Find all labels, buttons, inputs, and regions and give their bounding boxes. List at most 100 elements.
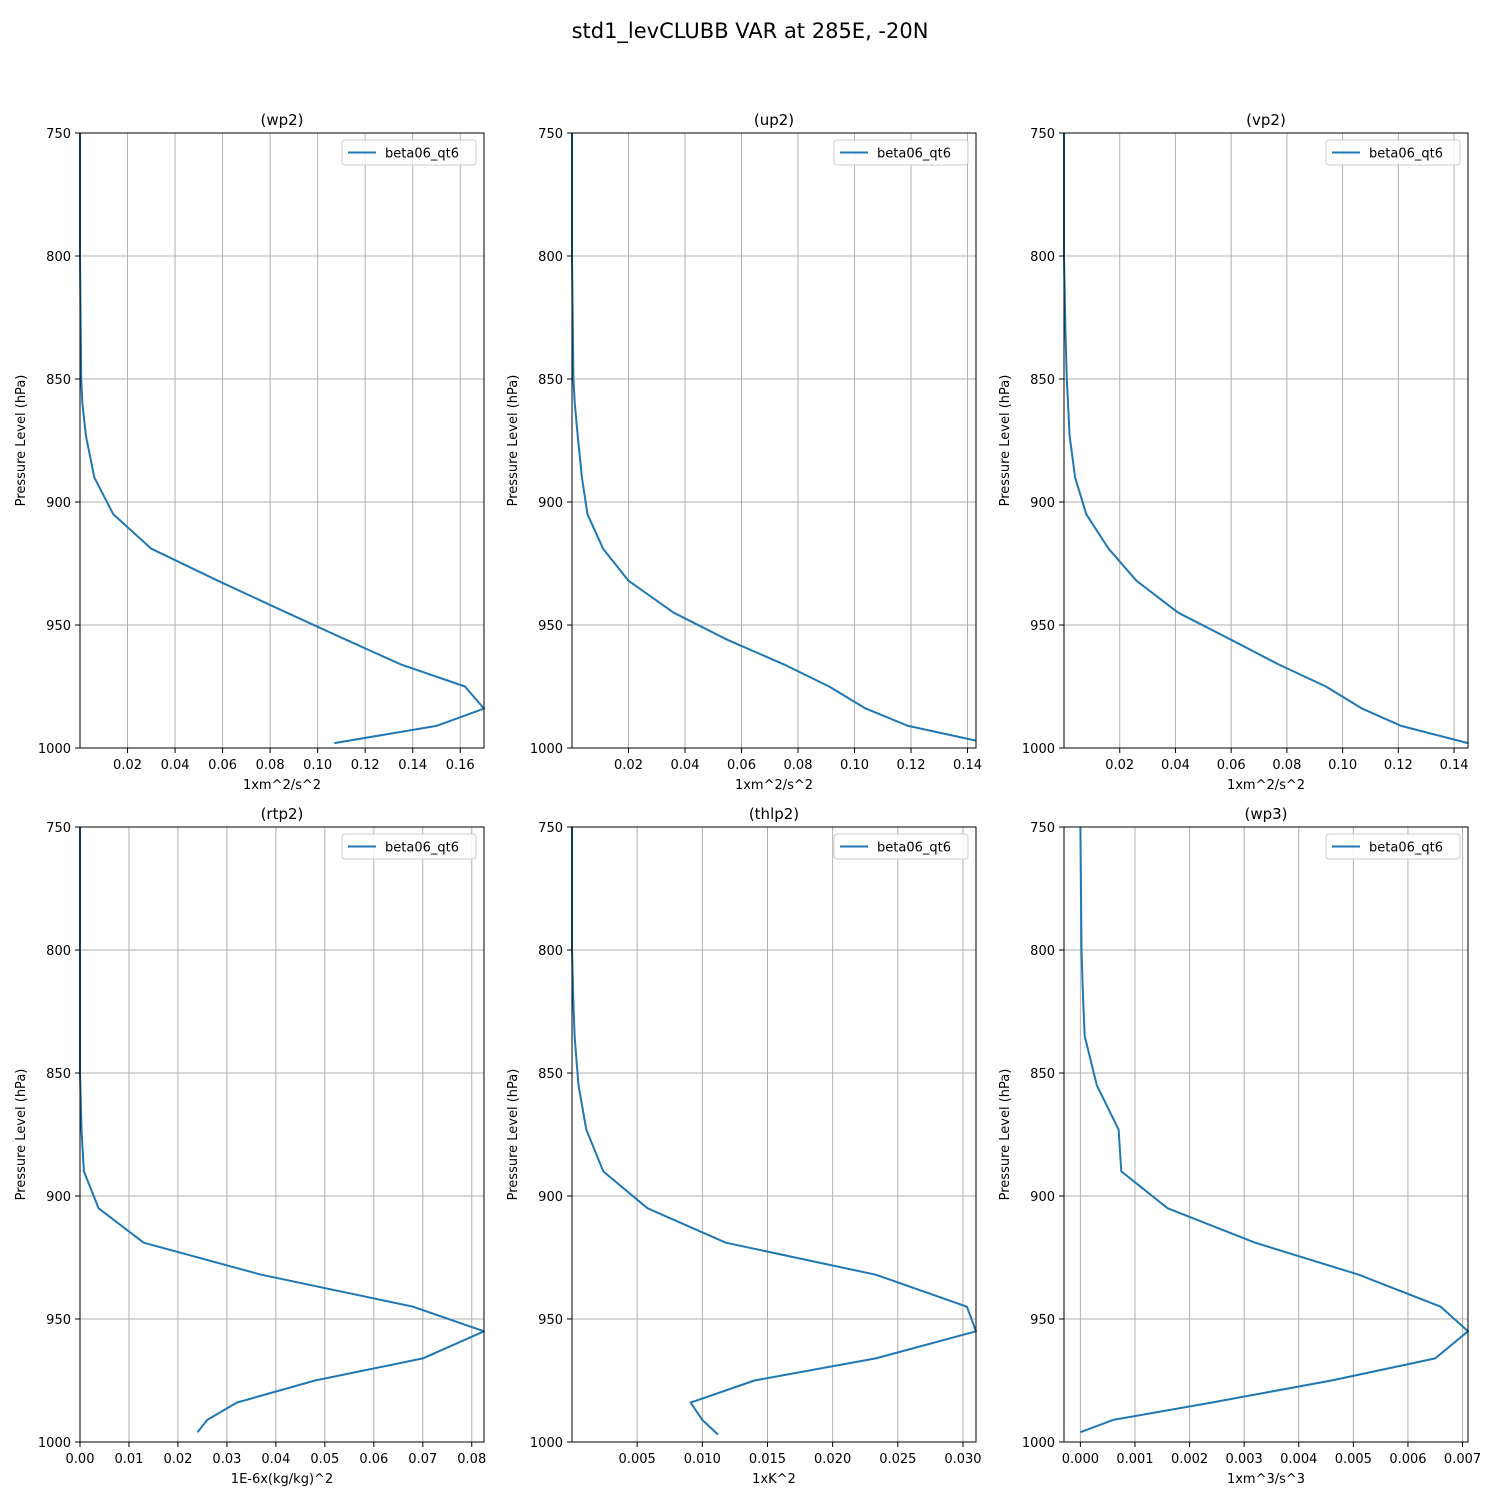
x-tick-label: 0.08	[457, 1452, 486, 1467]
legend: beta06_qt6	[341, 833, 477, 860]
x-tick-label: 0.02	[113, 758, 142, 773]
x-tick-label: 0.04	[1161, 758, 1190, 773]
y-tick-label: 750	[1030, 821, 1055, 836]
subplot-3: 0.00 0.01 0.02 0.03 0.04 0.05 0.06 0.07 0.08 750 8…	[14, 805, 486, 1487]
legend-box	[341, 833, 477, 860]
y-tick-label: 900	[1030, 1190, 1055, 1205]
x-tick-label: 0.08	[1272, 758, 1301, 773]
subplot-title: (up2)	[754, 111, 794, 129]
axes-frame	[79, 826, 485, 1443]
y-tick-label: 750	[538, 821, 563, 836]
legend: beta06_qt6	[833, 833, 969, 860]
y-tick-label: 850	[538, 373, 563, 388]
x-tick-label: 0.004	[1280, 1452, 1317, 1467]
x-tick-label: 0.020	[814, 1452, 851, 1467]
legend: beta06_qt6	[1325, 139, 1461, 166]
x-tick-label: 0.14	[953, 758, 982, 773]
y-tick-label: 750	[538, 127, 563, 142]
x-tick-label: 0.02	[1105, 758, 1134, 773]
x-tick-label: 0.006	[1389, 1452, 1426, 1467]
x-tick-label: 0.030	[944, 1452, 981, 1467]
legend: beta06_qt6	[1325, 833, 1461, 860]
y-tick-label: 900	[1030, 496, 1055, 511]
axes-frame	[79, 132, 485, 749]
subplot-title: (thlp2)	[749, 805, 799, 823]
y-axis-label: Pressure Level (hPa)	[998, 375, 1013, 507]
y-tick-label: 800	[46, 250, 71, 265]
legend-label: beta06_qt6	[877, 841, 951, 856]
legend: beta06_qt6	[833, 139, 969, 166]
series-line-beta06_qt6	[571, 827, 977, 1436]
y-axis-label: Pressure Level (hPa)	[998, 1069, 1013, 1201]
x-tick-label: 0.10	[840, 758, 869, 773]
x-tick-label: 0.06	[359, 1452, 388, 1467]
subplot-0: 0.02 0.04 0.06 0.08 0.10 0.12 0.14 0.16 750 800 85…	[14, 111, 485, 793]
y-tick-label: 800	[538, 250, 563, 265]
legend-box	[833, 139, 969, 166]
y-axis-label: Pressure Level (hPa)	[14, 1069, 29, 1201]
y-tick-label: 1000	[1022, 1436, 1055, 1451]
axes-frame	[1063, 826, 1469, 1443]
y-tick-label: 1000	[530, 742, 563, 757]
x-tick-label: 0.14	[1440, 758, 1469, 773]
y-tick-label: 850	[46, 373, 71, 388]
series-line-beta06_qt6	[79, 133, 485, 745]
y-tick-label: 850	[1030, 373, 1055, 388]
x-tick-label: 0.02	[614, 758, 643, 773]
subplot-4: 0.005 0.010 0.015 0.020 0.025 0.030 750 800 850 9…	[506, 805, 982, 1487]
subplot-2: 0.02 0.04 0.06 0.08 0.10 0.12 0.14 750 800 850 900…	[998, 111, 1469, 793]
legend-label: beta06_qt6	[385, 841, 459, 856]
subplot-5: 0.000 0.001 0.002 0.003 0.004 0.005 0.006 0.007…	[998, 805, 1481, 1487]
legend-label: beta06_qt6	[385, 147, 459, 162]
x-tick-label: 0.000	[1062, 1452, 1099, 1467]
series-line-beta06_qt6	[571, 133, 977, 742]
subplot-title: (wp3)	[1244, 805, 1287, 823]
axes-frame	[571, 132, 977, 749]
x-tick-label: 0.03	[212, 1452, 241, 1467]
x-tick-label: 0.12	[351, 758, 380, 773]
y-tick-label: 900	[46, 496, 71, 511]
y-tick-label: 800	[1030, 250, 1055, 265]
y-tick-label: 800	[1030, 944, 1055, 959]
y-axis-label: Pressure Level (hPa)	[506, 375, 521, 507]
legend: beta06_qt6	[341, 139, 477, 166]
x-axis-label: 1xm^2/s^2	[1227, 778, 1305, 793]
legend-box	[833, 833, 969, 860]
x-tick-label: 0.001	[1116, 1452, 1153, 1467]
x-tick-label: 0.00	[66, 1452, 95, 1467]
y-tick-label: 950	[538, 1313, 563, 1328]
y-tick-label: 1000	[38, 1436, 71, 1451]
x-tick-label: 0.02	[163, 1452, 192, 1467]
y-axis-label: Pressure Level (hPa)	[506, 1069, 521, 1201]
x-axis-label: 1xK^2	[752, 1472, 796, 1487]
y-axis-label: Pressure Level (hPa)	[14, 375, 29, 507]
x-tick-label: 0.16	[446, 758, 475, 773]
x-tick-label: 0.01	[114, 1452, 143, 1467]
axes-frame	[1063, 132, 1469, 749]
x-axis-label: 1xm^3/s^3	[1227, 1472, 1305, 1487]
legend-label: beta06_qt6	[1369, 841, 1443, 856]
y-tick-label: 900	[538, 1190, 563, 1205]
series-line-beta06_qt6	[1079, 826, 1469, 1434]
figure-suptitle: std1_levCLUBB VAR at 285E, -20N	[572, 19, 929, 44]
legend-label: beta06_qt6	[1369, 147, 1443, 162]
legend-box	[1325, 139, 1461, 166]
x-tick-label: 0.10	[1328, 758, 1357, 773]
subplot-title: (rtp2)	[261, 805, 304, 823]
y-tick-label: 1000	[530, 1436, 563, 1451]
x-tick-label: 0.04	[161, 758, 190, 773]
x-tick-label: 0.005	[1335, 1452, 1372, 1467]
x-tick-label: 0.12	[1384, 758, 1413, 773]
subplot-grid: 0.02 0.04 0.06 0.08 0.10 0.12 0.14 0.16 750 800 85…	[14, 111, 1481, 1487]
x-tick-label: 0.015	[749, 1452, 786, 1467]
x-tick-label: 0.07	[408, 1452, 437, 1467]
y-tick-label: 950	[1030, 1313, 1055, 1328]
y-tick-label: 750	[46, 821, 71, 836]
x-tick-label: 0.06	[1217, 758, 1246, 773]
y-tick-label: 750	[1030, 127, 1055, 142]
y-tick-label: 950	[1030, 619, 1055, 634]
x-tick-label: 0.003	[1226, 1452, 1263, 1467]
legend-label: beta06_qt6	[877, 147, 951, 162]
